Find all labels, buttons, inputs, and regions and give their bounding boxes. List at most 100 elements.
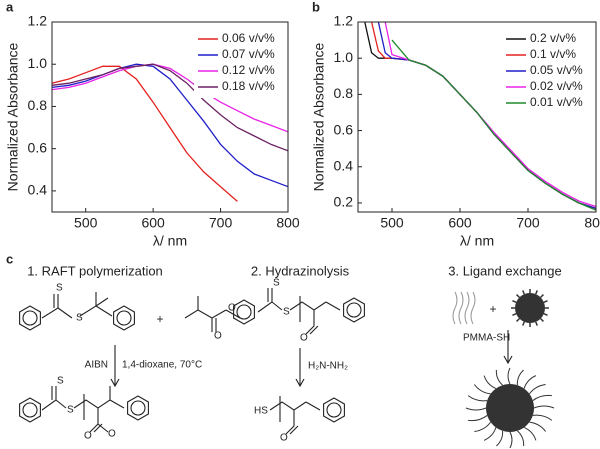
atom: S <box>57 376 64 387</box>
atom: O <box>280 433 288 444</box>
step-title: 1. RAFT polymerization <box>27 263 163 278</box>
ligand-strands <box>452 291 476 325</box>
aromatic-ring <box>130 400 146 416</box>
y-tick-label: 0.8 <box>334 85 354 101</box>
spike <box>516 294 520 298</box>
ligand-strand <box>532 414 553 421</box>
legend-label: 0.06 v/v% <box>222 31 275 45</box>
ligand-strand <box>529 421 547 432</box>
ligand-strand <box>495 369 503 386</box>
spike <box>535 321 538 326</box>
spike <box>543 313 548 316</box>
legend-label: 0.1 v/v% <box>530 47 576 61</box>
atom: S <box>283 307 290 318</box>
step-title: 2. Hydrazinolysis <box>251 263 350 278</box>
x-tick-label: 800 <box>276 215 300 231</box>
ligand-strand <box>532 394 552 401</box>
y-tick-label: 1.2 <box>28 13 48 29</box>
ligand-strand <box>509 431 513 449</box>
atom: O <box>214 331 222 342</box>
aromatic-ring <box>22 310 38 326</box>
atom: O <box>300 333 308 344</box>
atom: O <box>228 303 236 314</box>
x-tick-label: 600 <box>141 215 165 231</box>
ligand-strand <box>523 426 537 441</box>
data-line <box>52 63 288 133</box>
ligand-strand <box>483 427 497 441</box>
x-axis-title: λ/ nm <box>460 233 494 249</box>
ligand-strand <box>468 415 488 422</box>
panel-label: c <box>6 251 13 266</box>
plot-frame <box>51 21 289 213</box>
nanoparticle <box>486 384 534 432</box>
bond <box>257 288 341 335</box>
y-tick-label: 0.6 <box>28 139 48 155</box>
arrow <box>503 330 513 365</box>
data-line <box>52 63 288 188</box>
ligand-strand <box>533 405 555 409</box>
ligand-strand <box>465 407 487 411</box>
plus: + <box>156 312 163 326</box>
legend-label: 0.12 v/v% <box>222 63 275 77</box>
y-tick-label: 0.4 <box>334 157 354 173</box>
benzene-ring <box>233 299 255 325</box>
step-title: 3. Ligand exchange <box>448 263 561 278</box>
ligand-strand <box>473 384 491 395</box>
bond <box>184 296 241 332</box>
x-tick-label: 700 <box>209 215 233 231</box>
chart: b Normalized Absorbance λ/ nm 0.2 0.4 0.6 0.8 1… <box>311 0 600 249</box>
y-tick-label: 0.6 <box>334 121 354 137</box>
reaction-scheme: c 1. RAFT polymerization 2. Hydrazinolys… <box>6 251 562 449</box>
x-tick-label: 700 <box>516 215 540 231</box>
y-tick-label: 0.8 <box>28 97 48 113</box>
y-tick-label: 1.2 <box>334 13 354 29</box>
atom: HS <box>254 406 268 417</box>
bond <box>269 396 321 435</box>
data-line <box>52 63 288 152</box>
benzene-ring <box>323 397 345 423</box>
plus: + <box>489 302 496 316</box>
plot-frame <box>357 21 597 213</box>
ligand-strand <box>483 375 497 390</box>
y-axis-title: Normalized Absorbance <box>311 42 327 191</box>
x-axis-title: λ/ nm <box>153 233 187 249</box>
coated-particle <box>465 367 555 449</box>
y-tick-label: 0.4 <box>28 182 48 198</box>
nanoparticle <box>515 293 545 323</box>
x-tick-label: 600 <box>448 215 472 231</box>
y-tick-label: 0.2 <box>334 194 354 210</box>
spike <box>540 318 544 322</box>
y-tick-label: 1.0 <box>28 55 48 71</box>
spike <box>522 321 525 326</box>
x-tick-label: 500 <box>74 215 98 231</box>
legend-label: 0.01 v/v% <box>530 95 583 109</box>
spike <box>540 294 544 298</box>
benzene-ring <box>19 305 41 331</box>
atom: S <box>56 283 63 294</box>
bond <box>41 386 125 433</box>
benzene-ring <box>113 305 135 331</box>
spike <box>516 318 520 322</box>
x-tick-label: 500 <box>380 215 404 231</box>
aromatic-ring <box>22 402 38 418</box>
ligand-strand <box>467 395 488 402</box>
ligand-strand <box>523 375 537 389</box>
panel-label: b <box>312 0 320 14</box>
bond <box>41 292 113 319</box>
arrow <box>295 348 305 388</box>
ligand-exchange: + PMMA-SH <box>452 291 555 449</box>
aromatic-ring <box>326 402 342 418</box>
benzene-ring <box>19 397 41 423</box>
ligand-strand <box>517 430 525 447</box>
data-line <box>391 39 596 211</box>
spike <box>512 300 517 303</box>
ligand-strand <box>516 369 524 386</box>
aromatic-ring <box>346 302 362 318</box>
atom: S <box>273 278 280 289</box>
legend-label: 0.2 v/v% <box>530 31 576 45</box>
spike <box>543 300 548 303</box>
atom: S <box>76 313 83 324</box>
panel-label: a <box>6 0 14 14</box>
spike <box>512 313 517 316</box>
